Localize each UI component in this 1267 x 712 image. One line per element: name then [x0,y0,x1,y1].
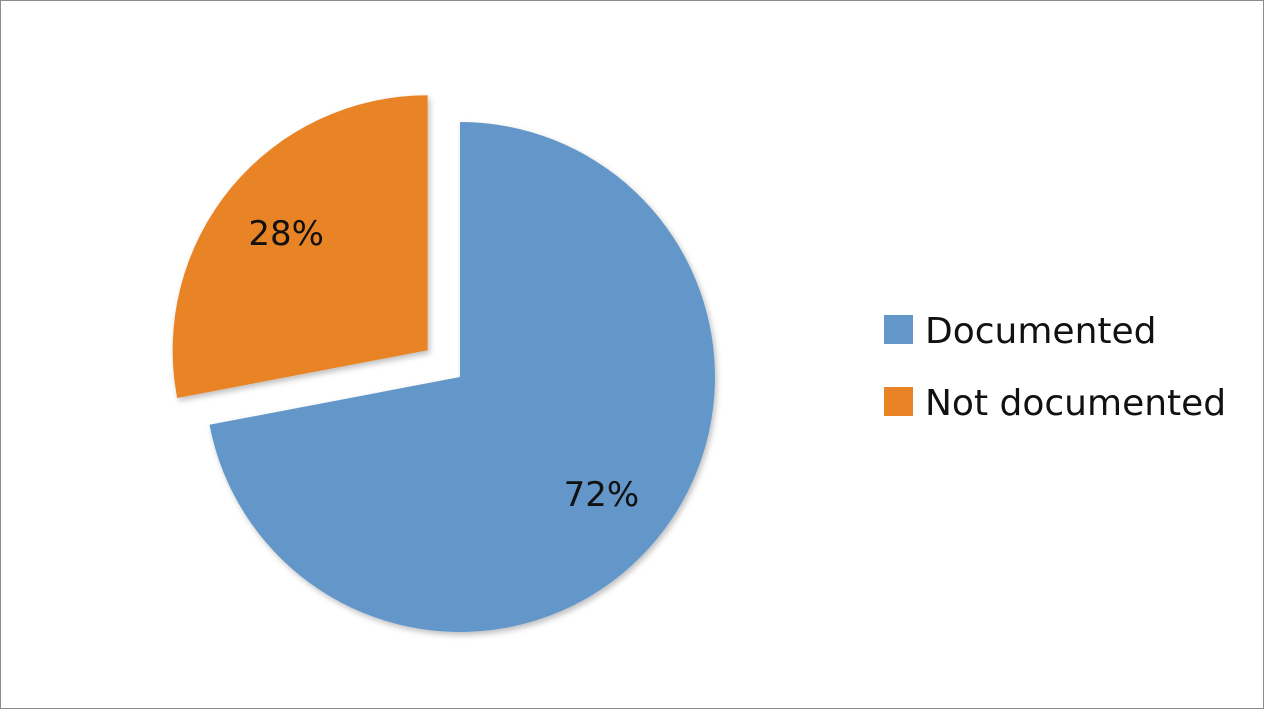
legend-swatch-documented [884,315,913,344]
pie-slice-documented [209,122,715,633]
legend: Documented Not documented [884,311,1226,424]
data-label-not-documented: 28% [248,214,324,254]
data-label-documented: 72% [564,475,640,515]
legend-label-not-documented: Not documented [925,383,1226,424]
pie-slices [172,95,715,633]
legend-label-documented: Documented [925,311,1157,352]
pie-data-labels: 72% 28% [248,214,639,515]
legend-swatch-not-documented [884,387,913,416]
legend-item-documented: Documented [884,311,1157,352]
legend-item-not-documented: Not documented [884,383,1226,424]
pie-slice-not-documented [172,95,428,399]
